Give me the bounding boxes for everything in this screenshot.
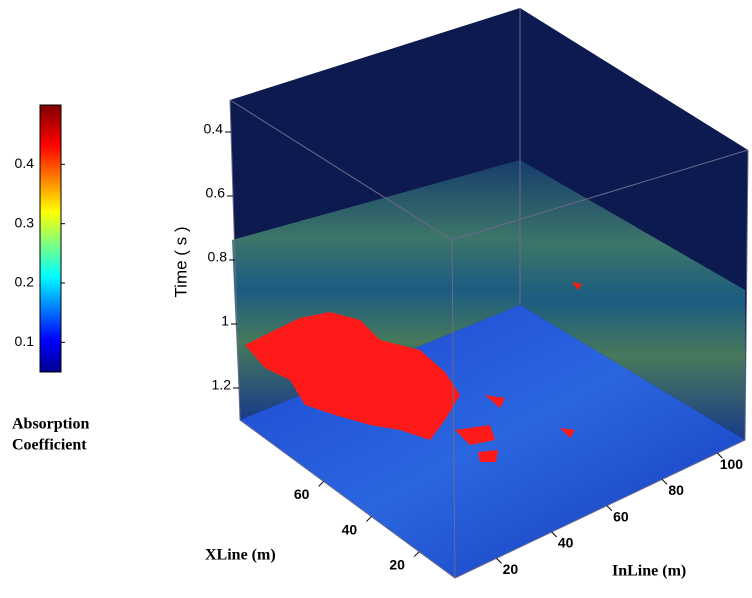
z-tick-label: 1.2 <box>212 377 232 393</box>
y-tick <box>318 481 324 487</box>
y-tick-label: 20 <box>389 556 405 572</box>
colorbar-tick-label: 0.3 <box>15 214 35 230</box>
z-tick-label: 0.4 <box>204 121 224 137</box>
colorbar-tick-label: 0.2 <box>15 274 35 290</box>
z-tick-label: 0.6 <box>206 185 226 201</box>
x-tick <box>551 531 558 538</box>
colorbar-tick-label: 0.1 <box>15 333 35 349</box>
y-axis-label: XLine (m) <box>205 547 276 564</box>
y-tick <box>366 516 372 522</box>
colorbar-label: Coefficient <box>12 437 87 454</box>
colorbar <box>39 104 62 373</box>
x-tick <box>606 505 613 512</box>
x-tick-label: 60 <box>613 508 629 524</box>
z-tick-label: 0.8 <box>208 249 228 265</box>
z-axis-label: Time ( s ) <box>171 226 190 297</box>
x-tick <box>717 452 723 459</box>
back-right-wall <box>520 160 745 440</box>
z-tick-label: 1 <box>221 313 229 329</box>
anomaly-body <box>245 312 460 440</box>
box-edge <box>451 239 456 579</box>
x-tick-label: 20 <box>503 561 519 577</box>
y-tick-label: 40 <box>342 521 358 537</box>
x-axis-label: InLine (m) <box>612 563 686 580</box>
x-tick <box>661 479 668 485</box>
volume <box>229 8 749 579</box>
x-tick-label: 100 <box>720 456 744 472</box>
box-edge <box>229 99 749 579</box>
x-tick-label: 40 <box>558 535 574 551</box>
x-tick-label: 80 <box>668 482 684 498</box>
y-tick <box>413 551 420 558</box>
x-tick <box>496 557 502 564</box>
colorbar-tick-label: 0.4 <box>15 155 35 171</box>
colorbar-label: Absorption <box>12 416 89 433</box>
y-tick-label: 60 <box>294 486 310 502</box>
